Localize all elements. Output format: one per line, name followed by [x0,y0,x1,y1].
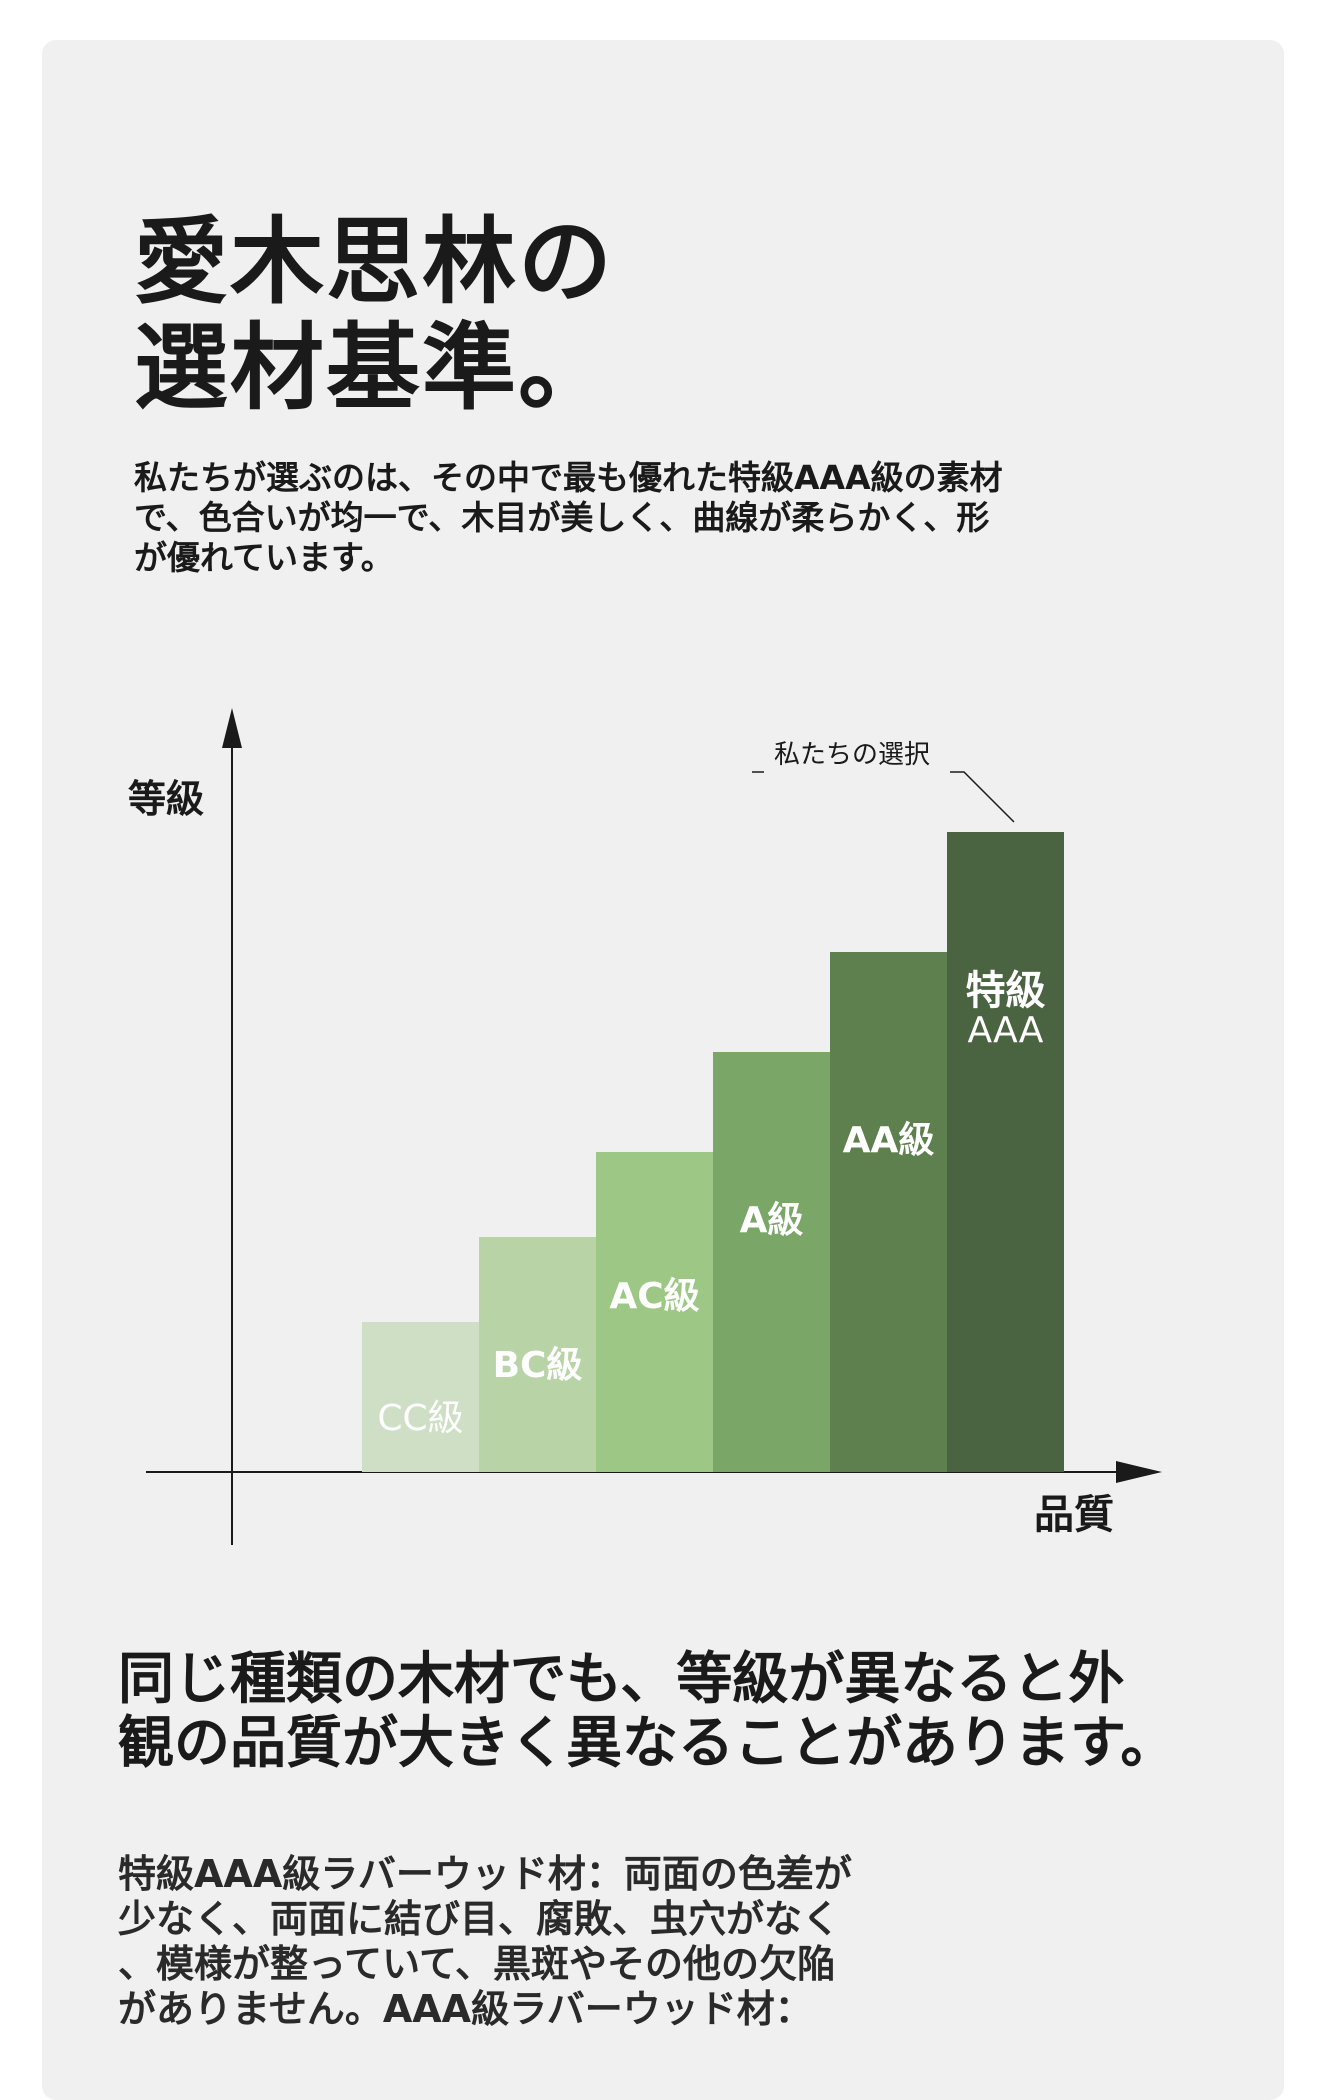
annotation-pointer-line [950,771,1015,823]
bar-labels-group: CC級 BC級 AC級 A級 AA級 特級 AAA [377,968,1045,1439]
content-card [42,40,1284,2100]
bar-label: A級 [740,1200,804,1241]
y-axis-label: 等級 [128,777,204,821]
x-axis-label: 品質 [1034,1492,1114,1538]
bar [362,1322,479,1472]
x-axis-arrow [1116,1461,1162,1483]
section-heading-line: 観の品質が大きく異なることがあります。 [118,1711,1177,1776]
intro-line: 私たちが選ぶのは、その中で最も優れた特級AAA級の素材 [134,458,1003,497]
bar [713,1052,830,1472]
bar [479,1237,596,1472]
bar-label: 特級 AAA [966,968,1046,1051]
y-axis-arrow [222,708,242,748]
grade-description: 特級AAA級ラバーウッド材：両面の色差が 少なく、両面に結び目、腐敗、虫穴がなく… [118,1852,852,2032]
section-heading: 同じ種類の木材でも、等級が異なると外 観の品質が大きく異なることがあります。 [118,1648,1176,1776]
intro-line: が優れています。 [134,538,394,577]
grade-chart: 等級 品質 CC級 BC級 AC級 A級 AA級 特級 AAA 私たちの選択 [128,708,1162,1545]
bars-group [362,832,1064,1472]
page-title: 愛木思林の 選材基準。 [134,210,614,422]
description-line: 、模様が整っていて、黒斑やその他の欠陥 [118,1942,836,1986]
section-heading-line: 同じ種類の木材でも、等級が異なると外 [118,1647,1125,1712]
bar-label: BC級 [493,1345,583,1386]
page-title-line: 愛木思林の [134,208,615,317]
bar-label: CC級 [377,1398,463,1439]
bar [830,952,947,1472]
description-line: 少なく、両面に結び目、腐敗、虫穴がなく [118,1897,841,1941]
description-line: がありません。AAA級ラバーウッド材： [118,1987,813,2031]
description-line: 特級AAA級ラバーウッド材：両面の色差が [118,1852,852,1896]
annotation-label: 私たちの選択 [774,740,930,770]
bar-label: AC級 [609,1276,699,1317]
bar-label: AA級 [843,1120,935,1161]
intro-paragraph: 私たちが選ぶのは、その中で最も優れた特級AAA級の素材 で、色合いが均一で、木目… [134,458,1054,578]
intro-line: で、色合いが均一で、木目が美しく、曲線が柔らかく、形 [134,498,990,537]
bar [947,832,1064,1472]
page-title-line: 選材基準。 [134,314,615,423]
bar [596,1152,713,1472]
